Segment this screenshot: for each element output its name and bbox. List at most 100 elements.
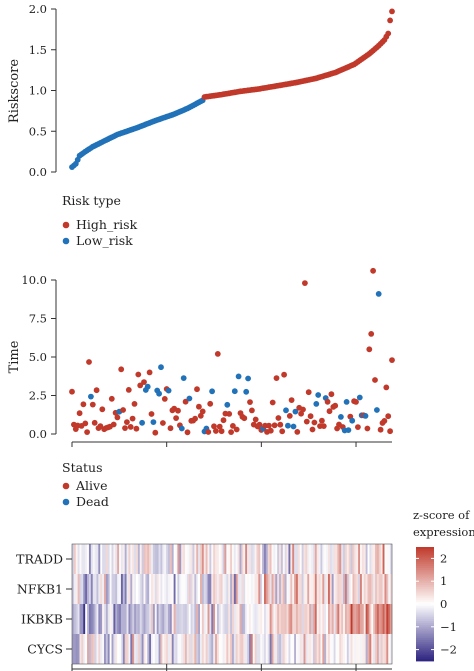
heatmap-cell [318,544,321,574]
heatmap-cell [222,544,225,574]
heatmap-cell [339,544,342,574]
heatmap-cell [271,544,274,574]
heatmap-cell [250,544,253,574]
heatmap-cell [122,544,125,574]
colorbar-segment [416,621,434,624]
alive-point [135,371,142,378]
heatmap-cell [194,634,197,664]
heatmap-cell [181,604,184,634]
heatmap-cell [205,544,208,574]
alive-point [230,423,236,429]
heatmap-cell [205,604,208,634]
heatmap-cell [277,574,280,604]
heatmap-cell [269,634,272,664]
heatmap-cell [247,604,250,634]
heatmap-cell [297,604,301,634]
heatmap-cell [158,544,161,574]
colorbar-segment [416,657,434,660]
heatmap-cell [134,574,137,604]
heatmap-cell [384,604,387,634]
heatmap-cell [203,604,206,634]
heatmap-cell [72,544,75,574]
alive-point [275,415,282,421]
heatmap-cell [198,634,201,664]
heatmap-cell [211,574,214,604]
dead-point [343,399,350,405]
heatmap-cell [352,604,355,634]
heatmap-cell [196,604,199,634]
colorbar-segment [416,605,434,609]
colorbar-segment [416,649,434,652]
alive-point [216,423,223,430]
heatmap-cell [171,604,174,634]
colorbar-segment [416,548,434,552]
heatmap-cell [326,604,329,634]
heatmap-cell [260,634,263,664]
heatmap-cell [339,574,342,604]
heatmap-cell [269,604,272,634]
heatmap-cell [233,574,237,604]
alive-point [86,359,92,365]
heatmap-cell [305,544,308,574]
heatmap-cell [286,574,289,604]
heatmap-cell [264,604,267,634]
heatmap-cell [98,544,101,574]
heatmap-cell [113,544,116,574]
heatmap-cell [115,544,118,574]
colorbar-ticks: 2 1 0 −1 −2 [416,551,457,657]
heatmap-cell [318,634,321,664]
heatmap-cell [344,634,348,664]
heatmap-cell [90,604,93,634]
heatmap-cell [312,544,316,574]
alive-point [311,419,318,426]
heatmap-cell [318,604,321,634]
heatmap-cell [175,574,178,604]
heatmap-cell [280,544,284,574]
colorbar-segment [416,623,434,626]
heatmap-cell [262,574,265,604]
heatmap-cell [243,574,246,604]
heatmap-row-label: CYCS [27,642,63,657]
heatmap-cell [147,604,150,634]
heatmap-cell [382,634,385,664]
dead-point [345,427,352,433]
heatmap-cell [256,544,259,574]
heatmap-cell [331,634,334,664]
heatmap-cell [196,574,199,604]
alive-point [69,388,75,395]
heatmap-cell [226,574,229,604]
heatmap-cell [324,544,327,574]
heatmap-cell [386,634,389,664]
heatmap-cell [169,574,173,604]
heatmap-cell [260,574,263,604]
heatmap-cell [119,574,122,604]
colorbar-tick-label: 2 [440,551,447,565]
heatmap-cell [113,634,116,664]
heatmap-cell [130,634,133,664]
heatmap-cell [288,544,291,574]
heatmap-cell [141,574,144,604]
heatmap-cell [184,574,188,604]
heatmap-cell [344,544,348,574]
heatmap-cell [314,574,317,604]
colorbar-segment [416,659,434,662]
heatmap-cell [311,634,314,664]
heatmap-cell [186,544,189,574]
heatmap-cell [136,634,139,664]
heatmap-cell [329,604,333,634]
heatmap-cell [209,604,212,634]
heatmap-cell [169,634,173,664]
heatmap-cell [354,574,357,604]
heatmap-cell [137,604,141,634]
heatmap-cell [352,574,355,604]
heatmap-cell [107,574,110,604]
heatmap-cell [346,544,349,574]
heatmap-cell [102,544,105,574]
alive-point [131,401,138,407]
heatmap-cell [256,604,259,634]
heatmap-cell [198,604,201,634]
heatmap-cell [256,634,259,664]
alive-point [118,366,125,373]
heatmap-cell [371,634,374,664]
heatmap-cell [194,604,197,634]
